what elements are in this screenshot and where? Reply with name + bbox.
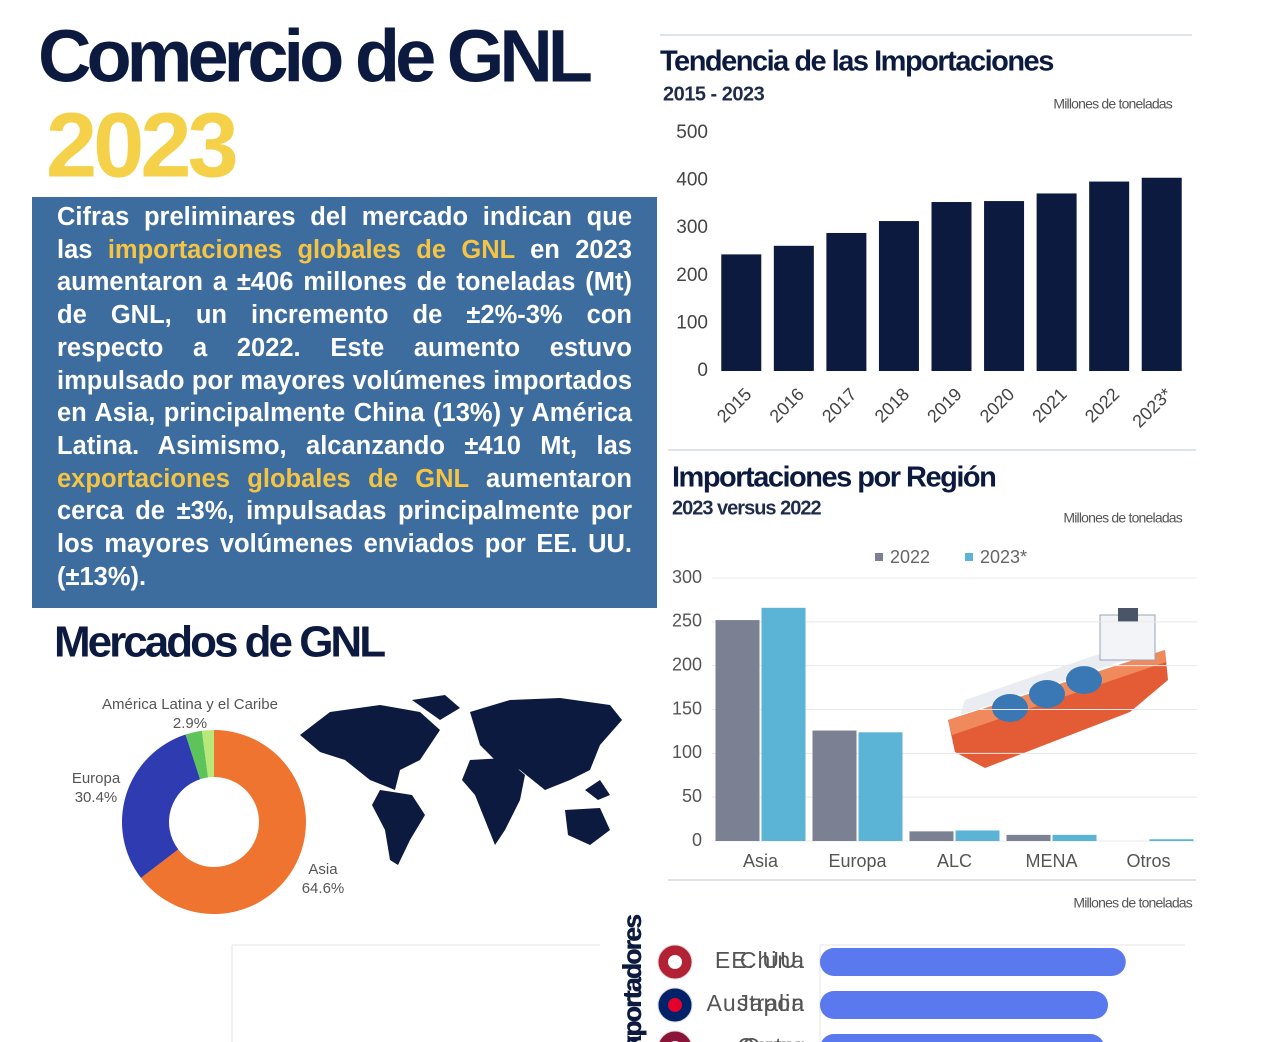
bar <box>1052 834 1097 841</box>
slice-value: 64.6% <box>302 880 345 897</box>
x-tick-label: 2016 <box>766 384 808 426</box>
legend-label: 2022 <box>890 547 930 567</box>
main-year: 2023 <box>46 94 235 196</box>
flag-emblem <box>668 955 682 969</box>
bar <box>721 254 762 371</box>
y-tick-label: 100 <box>672 742 702 762</box>
chart-title: Mercados de GNL <box>54 618 385 667</box>
unit-label: Millones de toneladas <box>1063 510 1182 526</box>
summary-box: Cifras preliminares del mercado indican … <box>32 197 657 608</box>
summary-text: Cifras preliminares del mercado indican … <box>57 203 632 264</box>
x-tick-label: MENA <box>1025 851 1077 871</box>
bar <box>878 221 919 371</box>
bar <box>826 232 867 371</box>
y-tick-label: 50 <box>682 786 702 806</box>
y-tick-label: 400 <box>676 170 708 191</box>
category-label: Australia <box>707 990 805 1016</box>
bar <box>1006 834 1051 841</box>
x-tick-label: ALC <box>937 851 972 871</box>
y-tick-label: 200 <box>676 265 708 286</box>
bar <box>820 948 1126 976</box>
bar <box>812 730 857 841</box>
x-tick-label: 2020 <box>976 384 1018 426</box>
slice-value: 2.9% <box>173 715 207 732</box>
x-tick-label: 2018 <box>871 384 913 426</box>
bar <box>715 620 760 841</box>
bar <box>1089 181 1130 371</box>
legend-swatch <box>875 553 883 561</box>
x-tick-label: 2015 <box>713 384 755 426</box>
y-tick-label: 500 <box>676 122 708 143</box>
donut-slice <box>185 730 209 780</box>
x-tick-label: 2021 <box>1028 384 1070 426</box>
y-tick-label: 100 <box>676 312 708 333</box>
bar <box>1149 839 1194 841</box>
donut-slice <box>122 734 201 878</box>
y-tick-label: 200 <box>672 654 702 674</box>
y-tick-label: 250 <box>672 611 702 631</box>
y-tick-label: 150 <box>672 698 702 718</box>
x-tick-label: Asia <box>743 851 779 871</box>
flag <box>658 1030 692 1042</box>
bar <box>858 732 903 841</box>
legend-swatch <box>965 553 973 561</box>
y-tick-label: 0 <box>692 830 702 850</box>
slice-value: 30.4% <box>75 789 118 806</box>
donut-slice <box>140 730 306 915</box>
bar <box>955 830 1000 841</box>
bar <box>761 607 806 841</box>
highlight-text: exportaciones globales de GNL <box>57 464 469 493</box>
slice-label: Europa <box>72 770 121 787</box>
x-tick-label: Otros <box>1126 851 1170 871</box>
slice-label: Asia <box>308 861 338 878</box>
x-tick-label: 2019 <box>923 384 965 426</box>
x-tick-label: 2022 <box>1081 384 1123 426</box>
chart-title: Importaciones por Región <box>672 462 995 494</box>
x-tick-label: Europa <box>828 851 887 871</box>
category-label: EE. UU. <box>715 947 805 973</box>
bar <box>1141 177 1182 371</box>
x-tick-label: 2017 <box>818 384 860 426</box>
lng-ship <box>948 608 1168 768</box>
bar <box>820 991 1108 1019</box>
summary-text: aumentaron cerca de ±3%, impulsadas prin… <box>57 464 632 591</box>
y-tick-label: 300 <box>676 217 708 238</box>
category-label: Japon <box>737 990 805 1016</box>
summary-text: en 2023 aumentaron a ±406 millones de to… <box>57 235 632 460</box>
bar <box>1036 193 1077 371</box>
chart-subtitle: 2015 - 2023 <box>663 83 765 105</box>
bar <box>821 1034 1104 1042</box>
y-tick-label: 0 <box>697 360 708 381</box>
unit-label: Millones de toneladas <box>1053 96 1172 112</box>
note-label: Millones de toneladas <box>1073 895 1192 911</box>
section-title: Exportadores <box>617 914 647 1042</box>
category-label: Qatar <box>742 1033 805 1042</box>
bar <box>984 201 1025 371</box>
legend-label: 2023* <box>980 547 1027 567</box>
y-tick-label: 300 <box>672 567 702 587</box>
section-title: Importadores <box>617 915 647 1042</box>
main-title: Comercio de GNL <box>38 15 591 98</box>
highlight-text: importaciones globales de GNL <box>107 235 515 264</box>
chart-title: Tendencia de las Importaciones <box>660 46 1053 78</box>
bar <box>931 202 972 371</box>
bar <box>909 831 954 841</box>
flag-emblem <box>668 998 682 1012</box>
donut-slice <box>201 730 214 778</box>
world-map <box>300 695 622 865</box>
bar <box>773 245 814 371</box>
category-label: China <box>740 947 805 973</box>
category-label: Corea <box>737 1033 805 1042</box>
chart-subtitle: 2023 versus 2022 <box>672 497 821 519</box>
x-tick-label: 2023* <box>1128 384 1175 431</box>
slice-label: América Latina y el Caribe <box>102 696 278 713</box>
